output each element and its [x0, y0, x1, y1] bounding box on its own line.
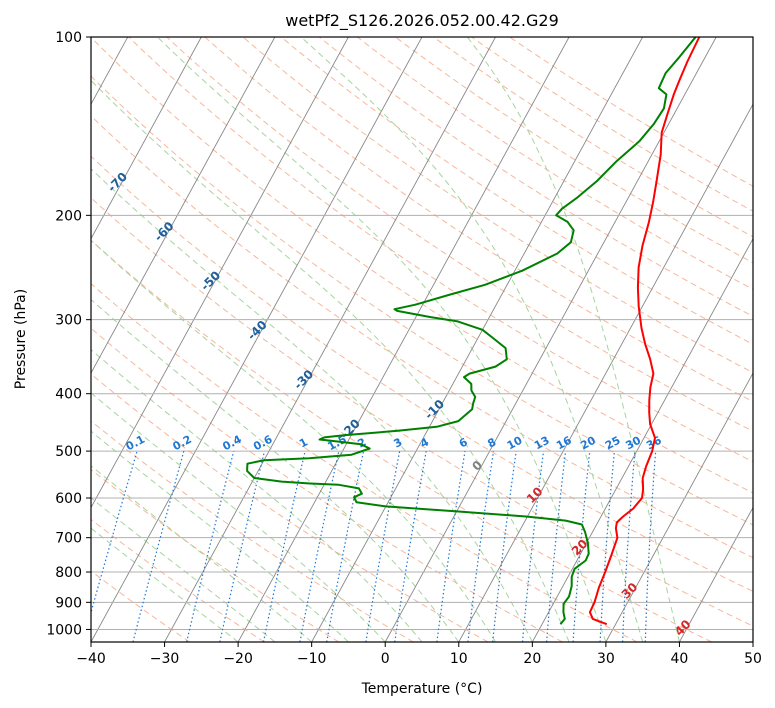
dry-adiabat-line — [91, 570, 190, 642]
dry-adiabat-line — [91, 373, 489, 642]
mixing-ratio-line — [492, 451, 517, 642]
isotherm-line — [458, 103, 753, 642]
moist-adiabat-line — [91, 430, 349, 642]
plot-frame — [90, 36, 754, 643]
mixing-ratio-line — [546, 451, 567, 642]
chart-title: wetPf2_S126.2026.052.00.42.G29 — [285, 11, 559, 31]
x-tick-label: 10 — [450, 651, 468, 667]
mixing-ratio-line — [132, 450, 185, 642]
isotherm-line — [91, 37, 276, 375]
x-tick-label: 40 — [671, 651, 689, 667]
x-axis: −40 −30 −20 −10 0 10 20 30 40 50 — [76, 642, 762, 667]
moist-adiabat-line — [91, 392, 386, 642]
isotherm-line — [679, 506, 753, 642]
moist-adiabat-line — [466, 37, 680, 642]
x-tick-label: −30 — [150, 651, 180, 667]
dewpoint-profile-line — [246, 37, 697, 625]
moist-adiabat-line — [91, 298, 460, 642]
mixing-ratio-line — [521, 451, 545, 642]
y-tick-label: 800 — [55, 565, 82, 581]
y-tick-label: 300 — [55, 313, 82, 329]
moist-adiabats — [91, 37, 680, 642]
isotherm-line — [164, 37, 496, 642]
isotherms — [91, 37, 753, 642]
y-axis-label: Pressure (hPa) — [13, 289, 29, 389]
mixing-ratio-line — [572, 451, 591, 642]
y-tick-label: 400 — [55, 387, 82, 403]
isotherm-line — [91, 37, 202, 240]
isotherm-line — [91, 37, 423, 642]
isotherm-line — [605, 372, 753, 642]
isotherm-line — [237, 37, 570, 642]
x-tick-label: −20 — [223, 651, 253, 667]
mixing-ratio-line — [186, 450, 235, 642]
dry-adiabat-line — [91, 155, 753, 592]
moist-adiabat-line — [91, 239, 497, 642]
y-tick-label: 500 — [55, 444, 82, 460]
dry-adiabat-line — [91, 518, 265, 642]
dry-adiabat-line — [91, 468, 340, 642]
y-tick-label: 1000 — [46, 622, 82, 638]
mixing-ratio-label: 30 — [623, 434, 643, 453]
dry-adiabat-line — [91, 327, 563, 642]
dry-adiabat-line — [91, 239, 713, 642]
moist-adiabat-line — [91, 348, 423, 642]
moist-adiabat-line — [157, 37, 607, 642]
mixing-ratio-label: 13 — [532, 434, 552, 453]
dry-adiabat-line — [91, 75, 753, 526]
x-tick-label: 0 — [381, 651, 390, 667]
dry-adiabat-line — [166, 37, 753, 432]
x-tick-label: 30 — [597, 651, 615, 667]
y-axis: 100 200 300 400 500 600 700 800 900 1000 — [46, 30, 91, 638]
mixing-ratio-label: 10 — [505, 434, 525, 453]
moist-adiabat-line — [300, 37, 644, 642]
x-tick-label: 20 — [523, 651, 541, 667]
mixing-ratio-line — [91, 450, 138, 615]
mixing-ratio-line — [436, 451, 466, 642]
dry-adiabat-line — [204, 37, 753, 403]
x-axis-label: Temperature (°C) — [361, 681, 483, 697]
isotherm-line — [311, 37, 644, 642]
moist-adiabat-line — [91, 168, 533, 642]
isotherm-line — [91, 37, 349, 509]
data-series — [246, 37, 701, 626]
mixing-ratio-label: 25 — [603, 434, 623, 453]
y-tick-label: 700 — [55, 531, 82, 547]
y-tick-label: 200 — [55, 208, 82, 224]
temperature-profile-line — [588, 37, 701, 626]
y-tick-label: 100 — [55, 30, 82, 46]
mixing-ratio-lines — [91, 450, 657, 642]
mixing-ratio-line — [262, 450, 306, 642]
dry-adiabat-line — [91, 282, 638, 642]
dry-adiabat-line — [242, 37, 753, 374]
mixing-ratio-label: 20 — [578, 434, 598, 453]
y-tick-label: 900 — [55, 595, 82, 611]
x-tick-label: −40 — [76, 651, 106, 667]
y-tick-label: 600 — [55, 491, 82, 507]
moist-adiabat-line — [91, 79, 570, 642]
mixing-ratio-line — [467, 451, 495, 642]
x-tick-label: −10 — [297, 651, 327, 667]
dry-adiabat-line — [356, 37, 753, 290]
mixing-ratio-label: 16 — [554, 434, 574, 453]
mixing-ratio-line — [219, 450, 266, 642]
pressure-gridlines — [91, 37, 753, 630]
dry-adiabat-line — [91, 197, 753, 627]
x-tick-label: 50 — [744, 651, 762, 667]
